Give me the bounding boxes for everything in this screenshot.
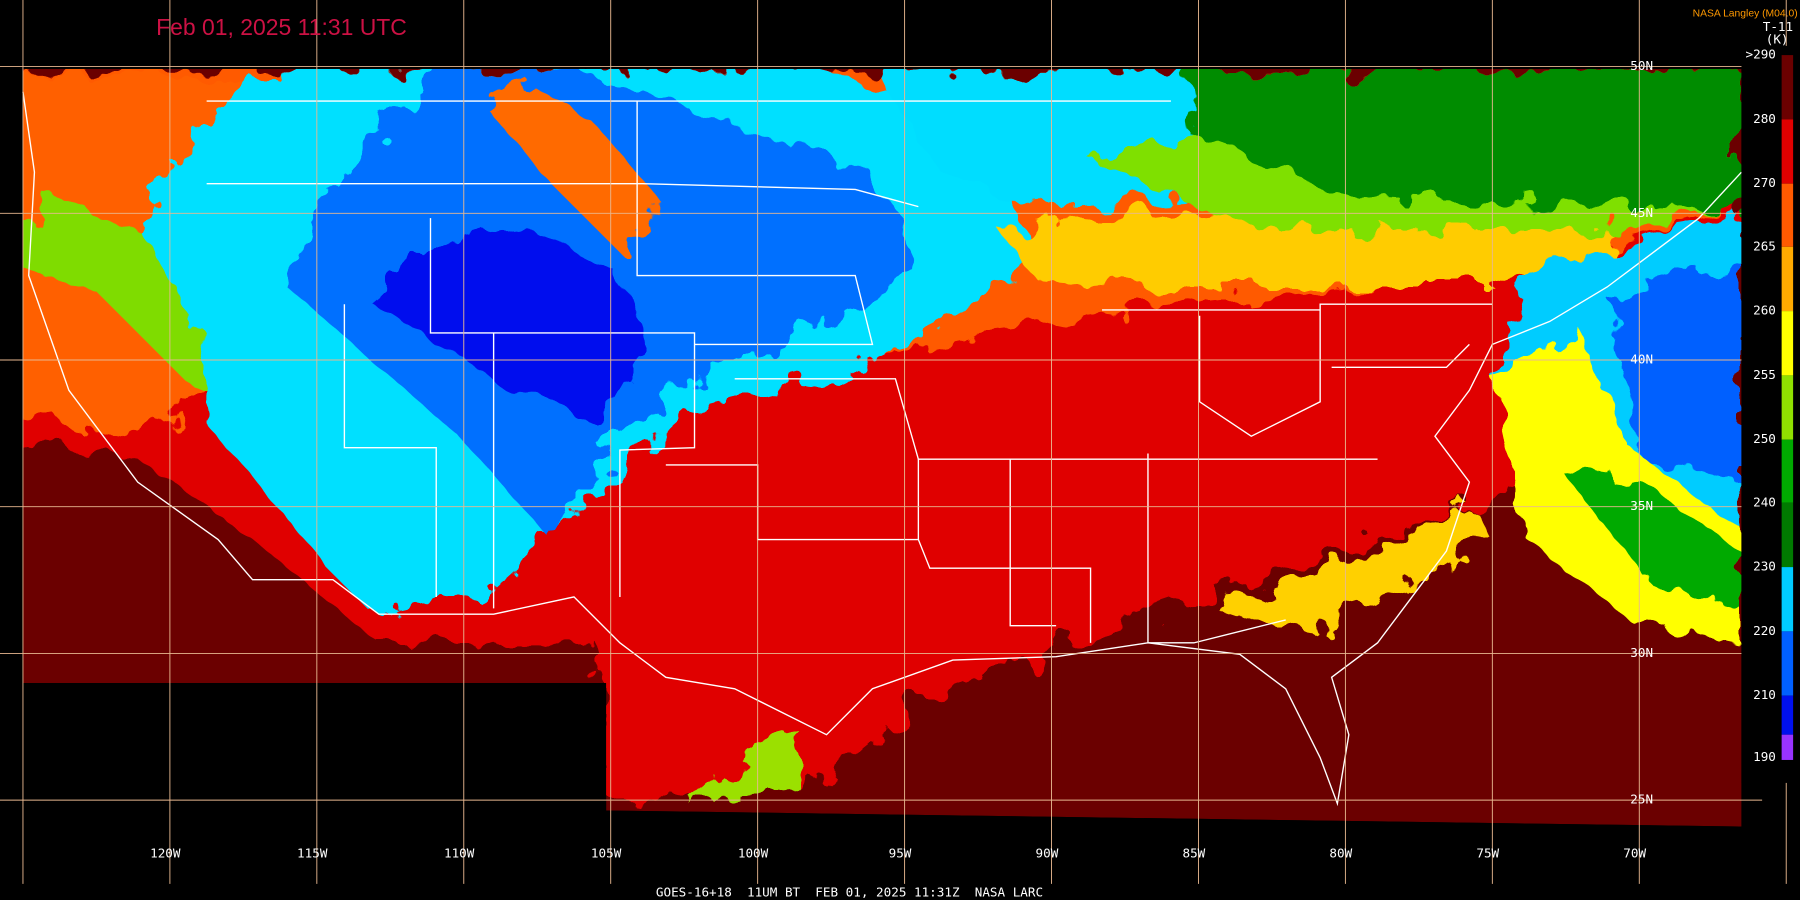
longitude-label: 110W (444, 846, 475, 861)
colorbar-label: 260 (1753, 303, 1776, 318)
colorbar-label: 270 (1753, 175, 1776, 190)
longitude-label: 75W (1476, 846, 1499, 861)
colorbar-label: 250 (1753, 431, 1776, 446)
longitude-label: 105W (591, 846, 622, 861)
longitude-label: 90W (1036, 846, 1059, 861)
footer: GOES-16+18 11UM BT FEB 01, 2025 11:31Z N… (656, 885, 1043, 900)
colorbar-label: >290 (1746, 47, 1776, 62)
timestamp: Feb 01, 2025 11:31 UTC (156, 14, 407, 40)
latitude-label: 35N (1630, 498, 1653, 513)
longitude-label: 120W (150, 846, 181, 861)
colorbar-label: 265 (1753, 238, 1776, 253)
latitude-label: 45N (1630, 205, 1653, 220)
colorbar-label: 255 (1753, 367, 1776, 382)
colorbar-label: 240 (1753, 494, 1776, 509)
latitude-label: 30N (1630, 645, 1653, 660)
longitude-label: 115W (297, 846, 328, 861)
colorbar-scale (1781, 55, 1794, 760)
unit-label: (K) (1766, 32, 1789, 47)
longitude-label: 100W (738, 846, 769, 861)
imagery (22, 68, 1742, 827)
longitude-label: 80W (1329, 846, 1352, 861)
latitude-label: 25N (1630, 792, 1653, 807)
longitude-label: 70W (1623, 846, 1646, 861)
colorbar-label: 210 (1753, 687, 1776, 702)
longitude-label: 95W (889, 846, 912, 861)
latitude-label: 40N (1630, 352, 1653, 367)
latitude-label: 50N (1630, 58, 1653, 73)
colorbar-label: 230 (1753, 559, 1776, 574)
boundaries (22, 91, 1742, 807)
band-label: T-11 (1763, 19, 1793, 34)
source-label: NASA Langley (M04.0) (1693, 9, 1798, 20)
cloud-field (22, 68, 1742, 804)
longitude-label: 85W (1182, 846, 1205, 861)
colorbar-label: 280 (1753, 111, 1776, 126)
colorbar-label: 220 (1753, 623, 1776, 638)
graticule (0, 0, 1787, 884)
colorbar-label: 190 (1753, 749, 1776, 764)
